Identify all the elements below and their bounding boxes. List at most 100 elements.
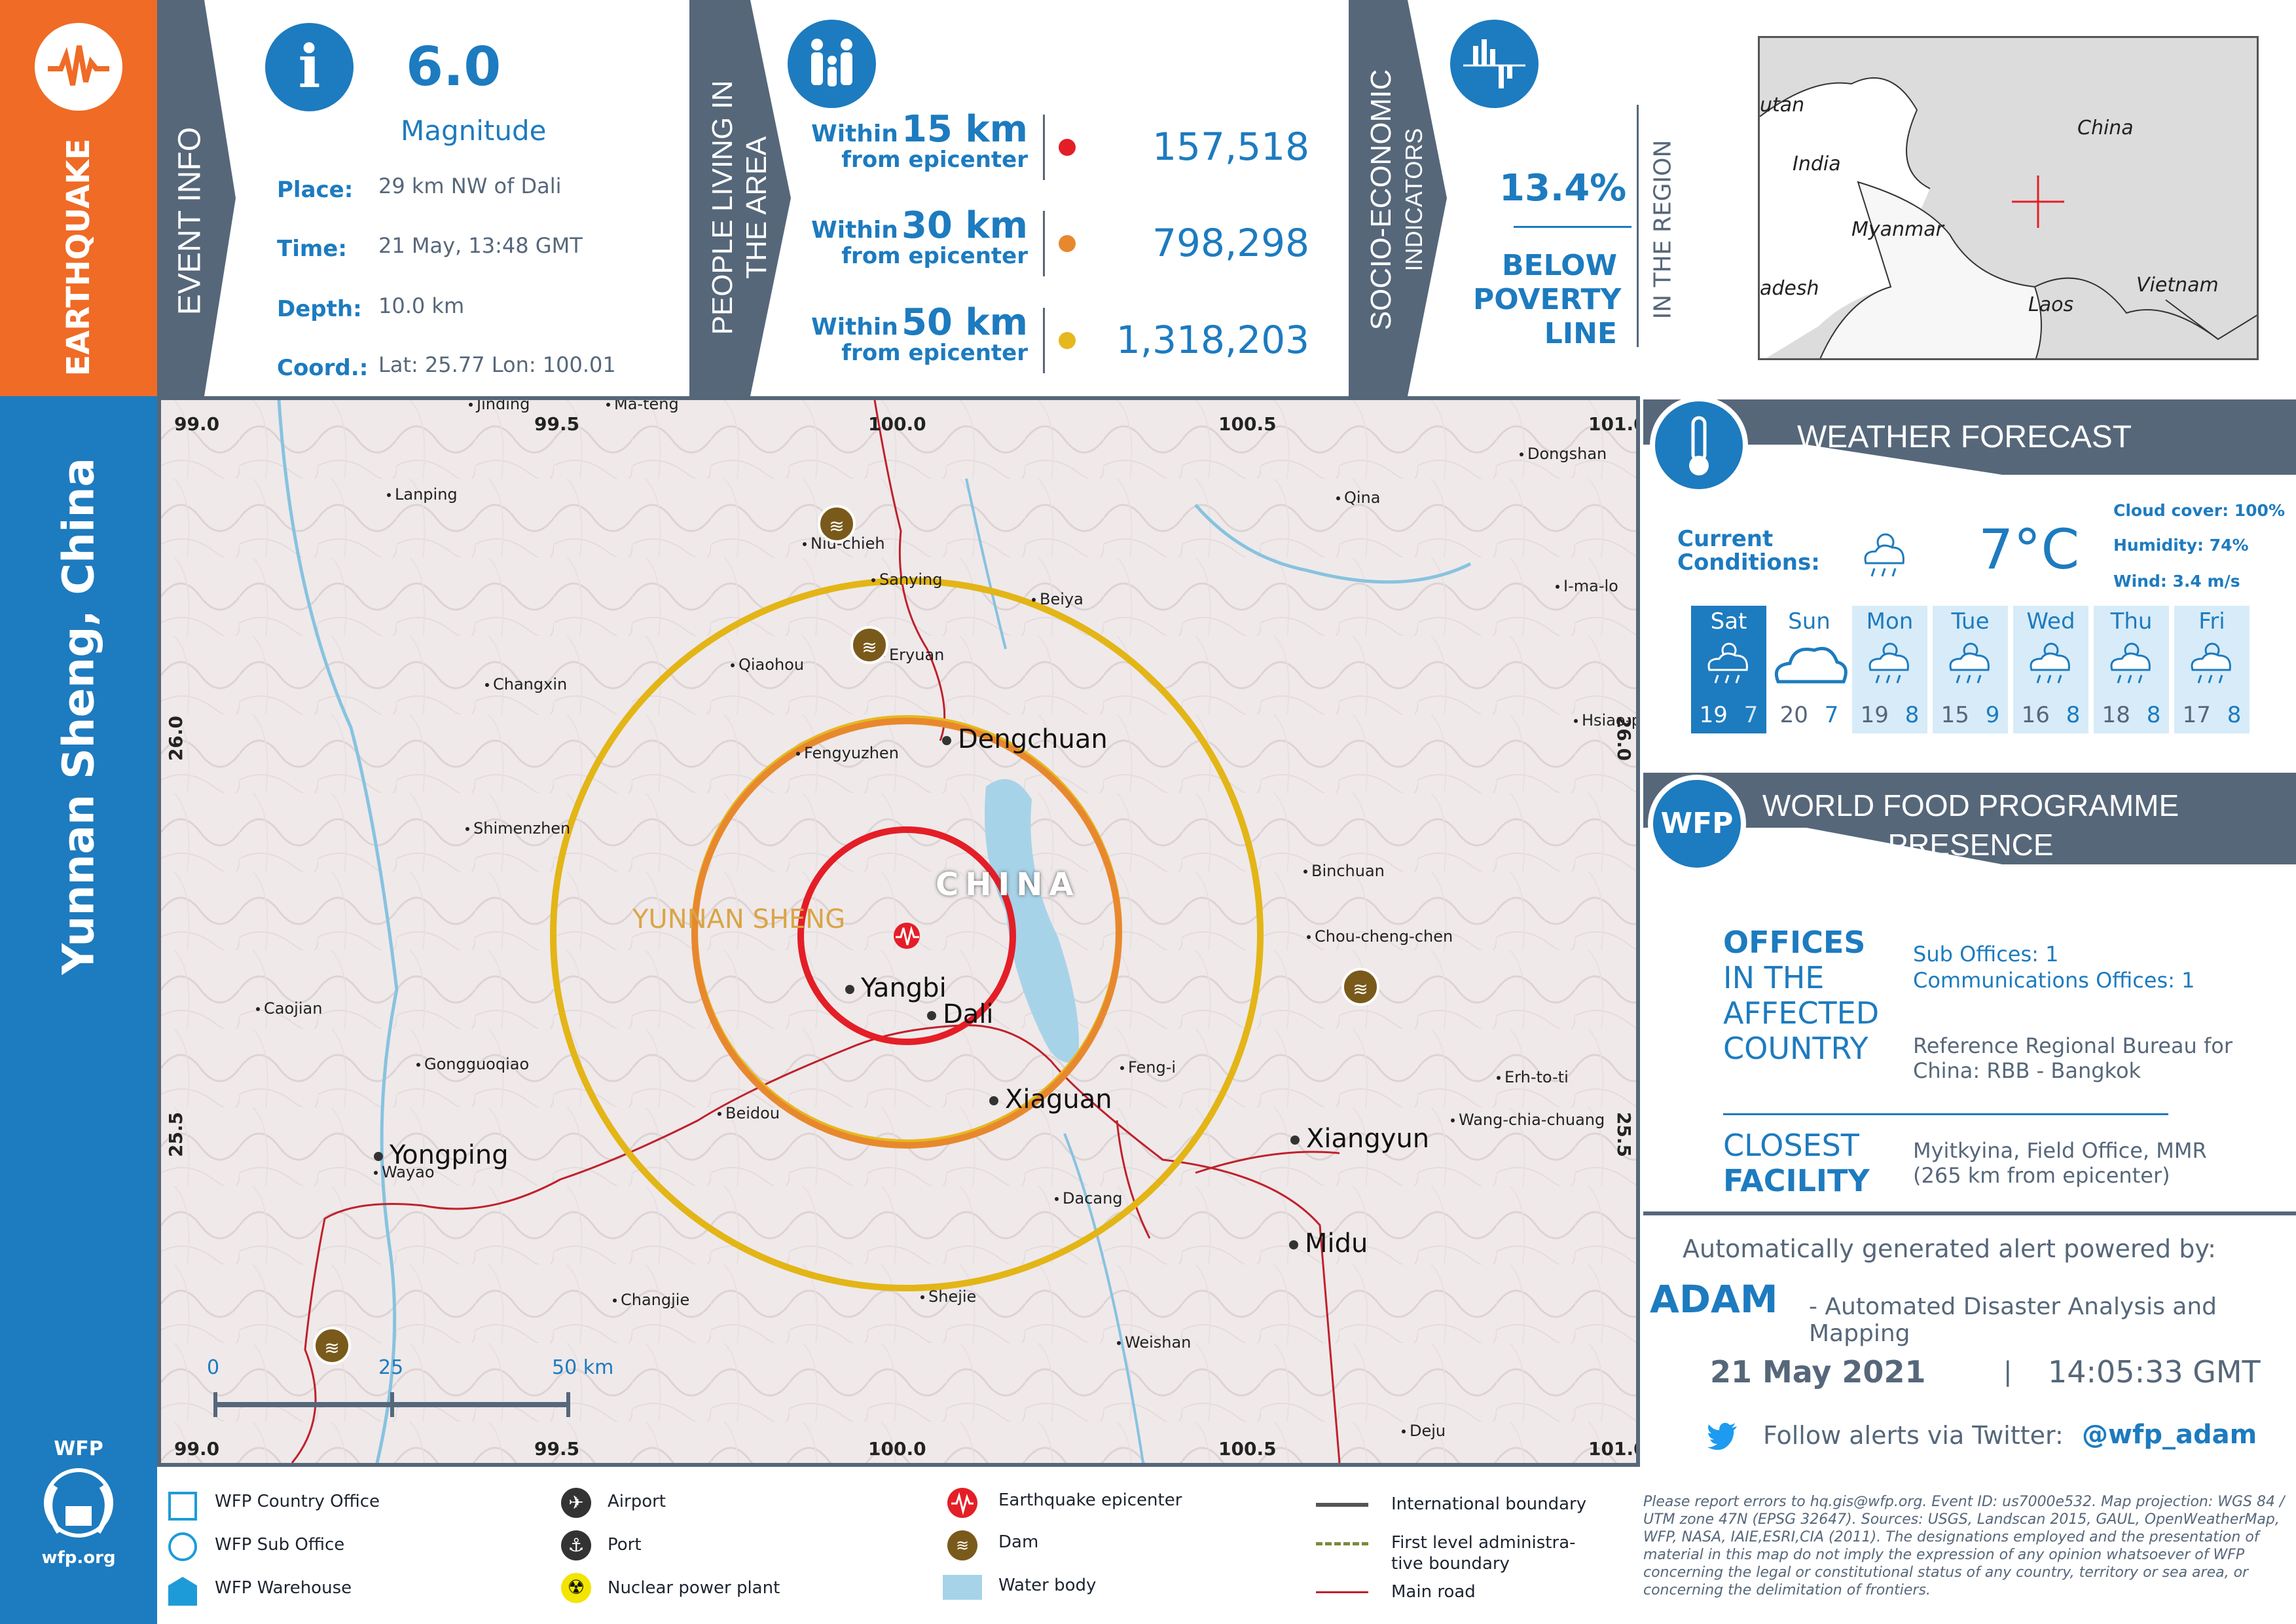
place-dot — [465, 827, 469, 831]
time-value: 21 May, 13:48 GMT — [378, 233, 583, 258]
from-label: from epicenter — [841, 340, 1028, 366]
dam-icon[interactable]: ≋ — [850, 626, 888, 664]
place-dot — [796, 752, 800, 756]
within-label: Within — [811, 120, 898, 147]
legend-port: Port — [608, 1535, 642, 1555]
inset-label: India — [1793, 153, 1841, 175]
cloud-cover: Cloud cover: 100% — [2113, 501, 2285, 520]
place-dot — [1307, 935, 1311, 939]
grid-label-top: 99.5 — [534, 413, 580, 435]
place-small: Eryuan — [881, 646, 944, 664]
twitter-handle[interactable]: @wfp_adam — [2082, 1420, 2257, 1450]
place-small-name: Fengyuzhen — [804, 744, 899, 762]
day-temps: 19 7 — [1691, 702, 1766, 728]
legend-admin-boundary: First level administra- tive boundary — [1391, 1532, 1576, 1574]
place-dot — [1032, 598, 1036, 602]
dam-legend-icon: ≋ — [947, 1530, 977, 1560]
day-temps: 15 9 — [1933, 702, 2008, 728]
region-label: YUNNAN SHENG — [632, 904, 846, 934]
within-label: Within — [811, 217, 898, 244]
place-small: Changjie — [613, 1291, 689, 1309]
facility-line1: Myitkyina, Field Office, MMR — [1913, 1138, 2207, 1163]
day-name: Wed — [2026, 608, 2075, 635]
poverty-divider — [1514, 226, 1631, 228]
place-small: Feng-i — [1120, 1058, 1176, 1077]
warehouse-icon — [168, 1577, 197, 1606]
dam-icon[interactable]: ≋ — [818, 505, 856, 543]
place-dot — [920, 1295, 924, 1299]
seismic-icon — [35, 23, 122, 111]
forecast-day: Mon 19 8 — [1852, 606, 1927, 733]
magnitude-value: 6.0 — [406, 36, 501, 98]
place-small: Hsiao-p — [1574, 711, 1636, 729]
day-low: 7 — [1743, 702, 1758, 728]
people-title-line1: PEOPLE LIVING IN — [706, 80, 738, 335]
place-small-name: Shimenzhen — [473, 819, 571, 838]
forecast-day: Fri 17 8 — [2174, 606, 2250, 733]
scale-tick-0 — [213, 1392, 217, 1417]
place-small-name: Feng-i — [1128, 1058, 1176, 1077]
dam-icon[interactable]: ≋ — [1341, 968, 1379, 1006]
distance-value: 50 km — [901, 301, 1028, 344]
row-divider — [1043, 308, 1045, 373]
rb-line1: Reference Regional Bureau for — [1913, 1033, 2232, 1058]
coord-value: Lat: 25.77 Lon: 100.01 — [378, 352, 616, 377]
day-high: 19 — [1860, 702, 1889, 728]
water-body-swatch — [943, 1575, 982, 1600]
poverty-percent: 13.4% — [1499, 167, 1627, 210]
regional-bureau: Reference Regional Bureau for China: RBB… — [1913, 1033, 2232, 1083]
place-dot — [1451, 1118, 1455, 1122]
legend-dam: Dam — [998, 1532, 1039, 1552]
current-rain-icon — [1856, 524, 1915, 583]
day-temps: 16 8 — [2013, 702, 2088, 728]
region-label: IN THE REGION — [1649, 139, 1677, 320]
within-label: Within — [811, 314, 898, 341]
place-small-name: Wang-chia-chuang — [1459, 1111, 1605, 1129]
offices-line3: AFFECTED — [1723, 995, 1880, 1031]
place-small: Chou-cheng-chen — [1307, 927, 1453, 946]
place-small: Weishan — [1117, 1333, 1191, 1352]
place-big-name: Dengchuan — [958, 724, 1108, 754]
rain-icon — [1691, 636, 1766, 691]
day-name: Sat — [1710, 608, 1747, 635]
dam-icon[interactable]: ≋ — [313, 1327, 351, 1365]
place-big: Dali — [927, 999, 994, 1029]
place-small-name: Wayao — [382, 1163, 435, 1181]
place-small-name: Changxin — [493, 675, 568, 693]
legend-nuclear: Nuclear power plant — [608, 1578, 780, 1598]
forecast-day: Thu 18 8 — [2094, 606, 2169, 733]
place-small-name: Dongshan — [1527, 445, 1607, 463]
place-small: Ma-teng — [606, 400, 679, 413]
place-small: Wang-chia-chuang — [1451, 1111, 1605, 1129]
nuclear-icon: ☢ — [561, 1573, 591, 1603]
from-label: from epicenter — [841, 243, 1028, 269]
day-high: 17 — [2182, 702, 2211, 728]
place-big-name: Xiangyun — [1306, 1124, 1430, 1154]
day-high: 16 — [2021, 702, 2050, 728]
forecast-day: Sun 20 7 — [1772, 606, 1848, 733]
main-map[interactable]: 99.0 99.5 100.0 100.5 101.0 99.0 99.5 100.0 100.… — [157, 396, 1640, 1467]
day-temps: 20 7 — [1772, 702, 1847, 728]
sub-offices: Sub Offices: 1 — [1913, 942, 2059, 967]
day-name: Sun — [1788, 608, 1831, 635]
footer-divider — [1643, 1211, 2296, 1215]
place-small-name: Sanying — [879, 570, 943, 589]
people-row: Within 50 km from epicenter — [805, 301, 1028, 366]
place-small-name: Qina — [1344, 489, 1381, 507]
offices-line2: IN THE — [1723, 960, 1825, 995]
humidity: Humidity: 74% — [2113, 536, 2249, 555]
alert-sep: | — [2003, 1357, 2013, 1387]
place-dot — [1117, 1341, 1121, 1345]
inset-label: Vietnam — [2136, 274, 2219, 297]
place-big-name: Yongping — [390, 1140, 509, 1170]
closest-heading: CLOSEST FACILITY — [1723, 1128, 1870, 1198]
distance-value: 30 km — [901, 204, 1028, 247]
scale-tick-50 — [566, 1392, 570, 1417]
day-temps: 19 8 — [1852, 702, 1927, 728]
cloud-icon — [1772, 636, 1848, 691]
place-small: Beidou — [718, 1104, 780, 1122]
place-dot — [416, 1063, 420, 1067]
port-icon: ⚓ — [561, 1530, 591, 1560]
inset-label: Laos — [2028, 293, 2074, 316]
place-big-name: Dali — [943, 999, 994, 1029]
